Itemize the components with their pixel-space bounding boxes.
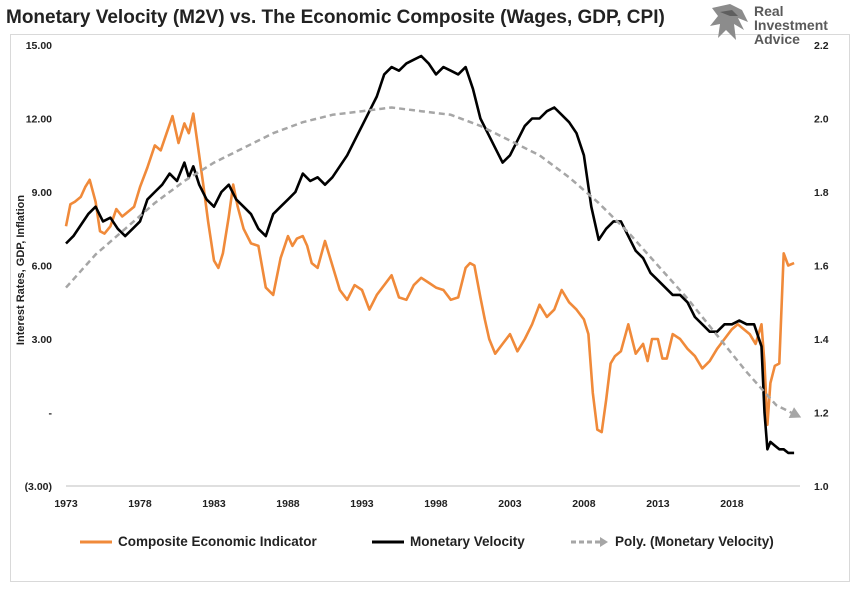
y-tick-label: 6.00: [32, 261, 53, 273]
logo: Real Investment Advice: [708, 2, 848, 46]
y2-tick-label: 2.2: [814, 40, 829, 52]
logo-line-2: Investment: [754, 17, 828, 33]
y2-tick-label: 1.4: [814, 334, 829, 346]
y-tick-label: (3.00): [25, 481, 52, 493]
x-tick-label: 1998: [424, 498, 448, 510]
x-tick-label: 1973: [54, 498, 78, 510]
y-tick-label: 3.00: [32, 334, 53, 346]
composite-line: [64, 112, 795, 434]
logo-line-3: Advice: [754, 31, 800, 47]
velocity-line: [65, 54, 795, 455]
legend: Composite Economic Indicator Monetary Ve…: [0, 534, 858, 558]
x-tick-label: 2008: [572, 498, 596, 510]
series-lines: [64, 54, 802, 455]
y2-tick-label: 1.2: [814, 408, 829, 420]
x-axis-ticks: 1973 1978 1983 1988 1993 1998 2003 2008 2013 2018: [54, 498, 743, 510]
legend-label-composite: Composite Economic Indicator: [118, 534, 317, 549]
y-tick-label: -: [49, 408, 53, 420]
logo-text: Real Investment Advice: [754, 4, 828, 46]
chart-title: Monetary Velocity (M2V) vs. The Economic…: [6, 7, 665, 28]
legend-label-poly: Poly. (Monetary Velocity): [615, 534, 774, 549]
logo-line-1: Real: [754, 3, 784, 19]
y-tick-label: 12.00: [26, 114, 52, 126]
legend-item-poly: Poly. (Monetary Velocity): [571, 534, 774, 549]
y2-tick-label: 1.0: [814, 481, 829, 493]
x-tick-label: 1983: [202, 498, 226, 510]
left-axis-ticks: (3.00) - 3.00 6.00 9.00 12.00 15.00: [25, 40, 53, 493]
poly-trend-arrowhead: [788, 407, 802, 418]
y2-tick-label: 1.8: [814, 187, 829, 199]
legend-swatch-velocity: [372, 540, 404, 543]
y2-tick-label: 2.0: [814, 114, 829, 126]
y-tick-label: 15.00: [26, 40, 52, 52]
legend-label-velocity: Monetary Velocity: [410, 534, 525, 549]
chart-frame: [10, 34, 850, 582]
x-tick-label: 2013: [646, 498, 670, 510]
legend-item-velocity: Monetary Velocity: [372, 534, 525, 549]
legend-swatch-poly: [571, 536, 608, 547]
y-tick-label: 9.00: [32, 187, 53, 199]
y-axis-label: Interest Rates, GDP, Inflation: [15, 195, 27, 345]
x-tick-label: 1993: [350, 498, 374, 510]
y2-tick-label: 1.6: [814, 261, 829, 273]
poly-trend-line: [65, 106, 800, 418]
legend-swatch-composite: [80, 540, 112, 543]
legend-item-composite: Composite Economic Indicator: [80, 534, 317, 549]
x-tick-label: 2003: [498, 498, 522, 510]
x-tick-label: 1978: [128, 498, 152, 510]
eagle-head-icon: [710, 4, 748, 40]
x-tick-label: 2018: [720, 498, 744, 510]
x-tick-label: 1988: [276, 498, 300, 510]
right-axis-ticks: 1.0 1.2 1.4 1.6 1.8 2.0 2.2: [814, 40, 829, 493]
